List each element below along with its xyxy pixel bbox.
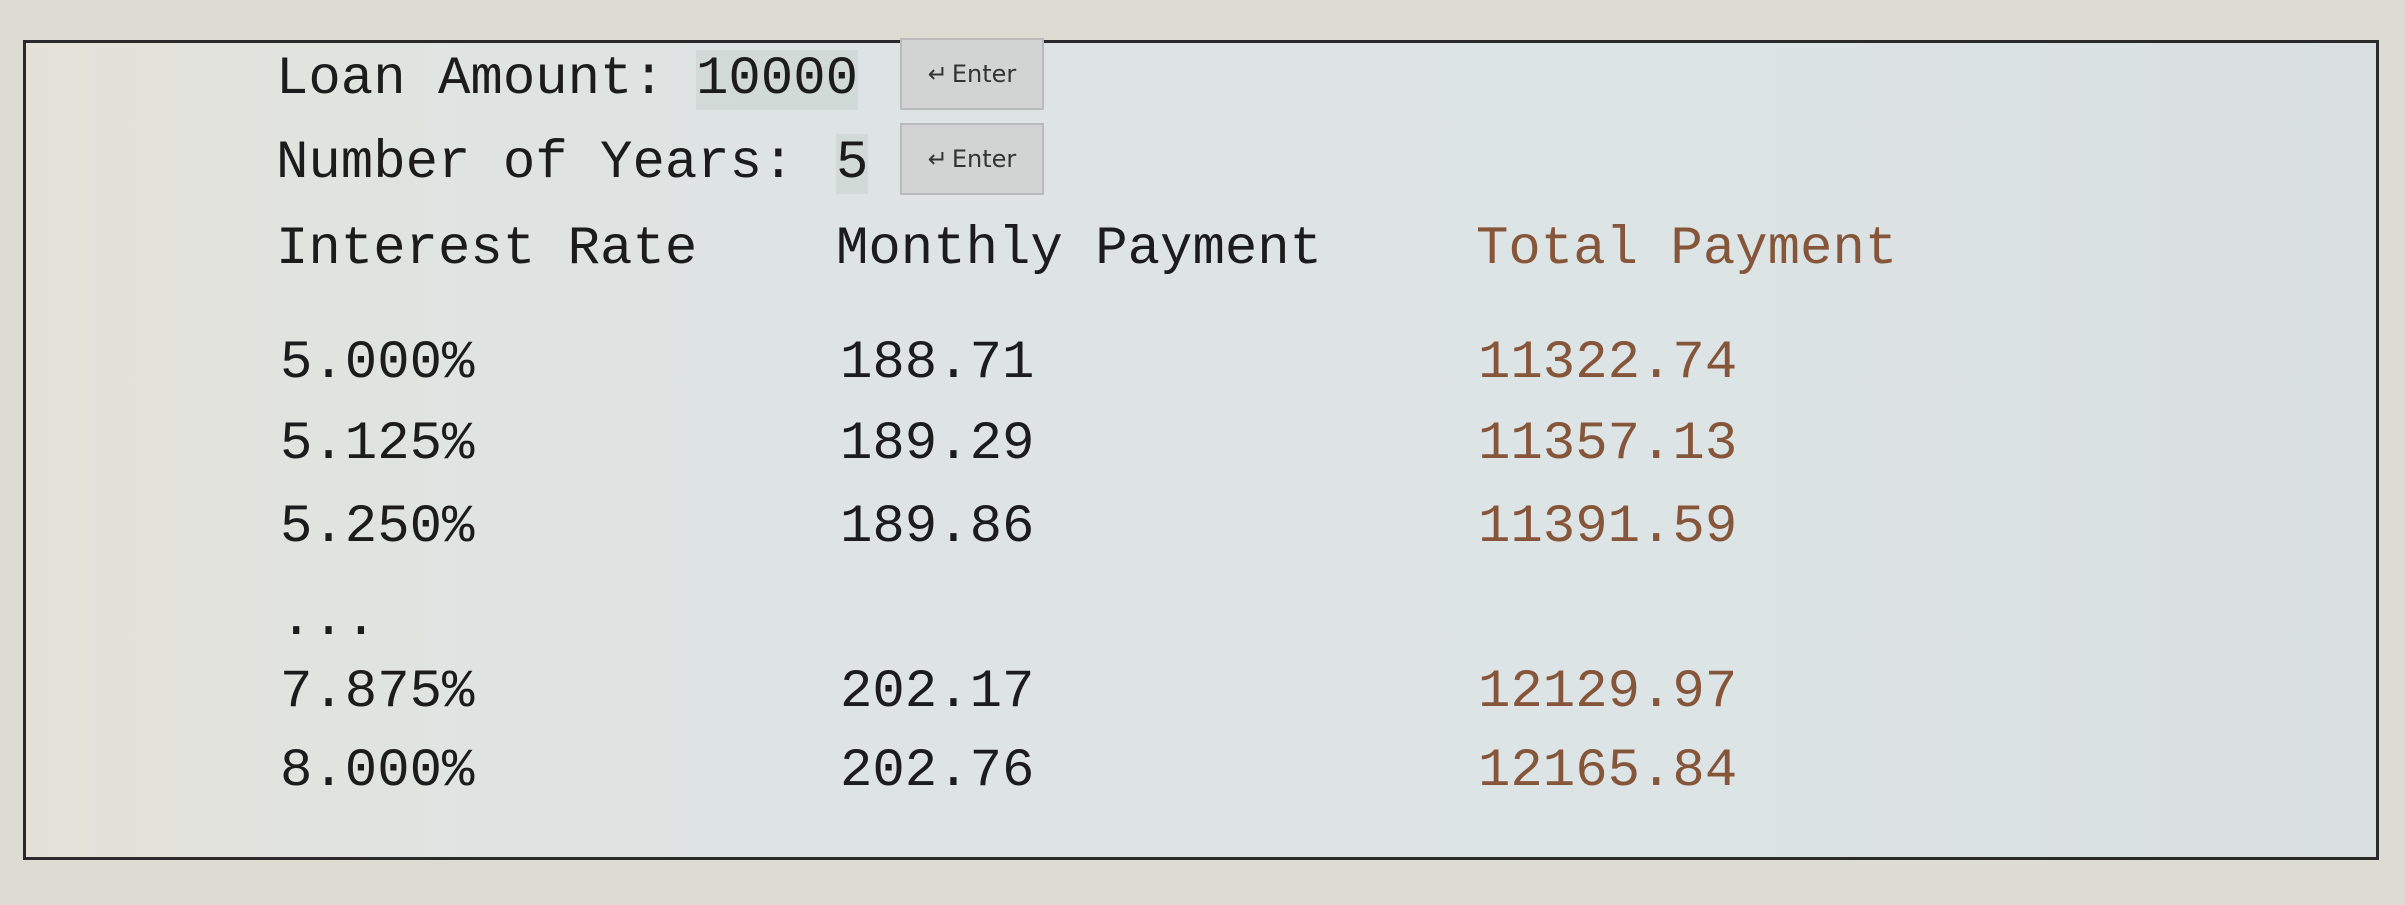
cell-total-payment: 11391.59 [1478,497,1738,558]
enter-label: Enter [951,60,1017,88]
loan-enter-button[interactable]: ↵ Enter [900,38,1044,110]
cell-monthly-payment: 189.86 [840,497,1035,558]
loan-amount-label: Loan Amount: [276,49,665,110]
cell-monthly-payment: 188.71 [840,333,1035,394]
cell-interest-rate: 5.250% [280,497,475,558]
cell-monthly-payment: 189.29 [840,414,1035,475]
header-total-payment: Total Payment [1476,219,1898,280]
cell-total-payment: 12129.97 [1478,662,1738,723]
cell-interest-rate: 8.000% [280,741,475,802]
return-arrow-icon: ↵ [927,60,948,88]
cell-interest-rate: 5.125% [280,414,475,475]
years-enter-button[interactable]: ↵ Enter [900,123,1044,195]
cell-interest-rate: ... [280,590,378,651]
cell-interest-rate: 7.875% [280,662,475,723]
header-interest-rate: Interest Rate [276,219,698,280]
cell-monthly-payment: 202.76 [840,741,1035,802]
enter-label: Enter [951,145,1017,173]
cell-total-payment: 12165.84 [1478,741,1738,802]
return-arrow-icon: ↵ [927,145,948,173]
header-monthly-payment: Monthly Payment [836,219,1323,280]
years-label: Number of Years: [276,133,795,194]
output-panel [23,40,2379,860]
cell-total-payment: 11357.13 [1478,414,1738,475]
loan-amount-input[interactable]: 10000 [696,49,859,110]
years-input[interactable]: 5 [836,133,869,194]
cell-monthly-payment: 202.17 [840,662,1035,723]
cell-interest-rate: 5.000% [280,333,475,394]
cell-total-payment: 11322.74 [1478,333,1738,394]
